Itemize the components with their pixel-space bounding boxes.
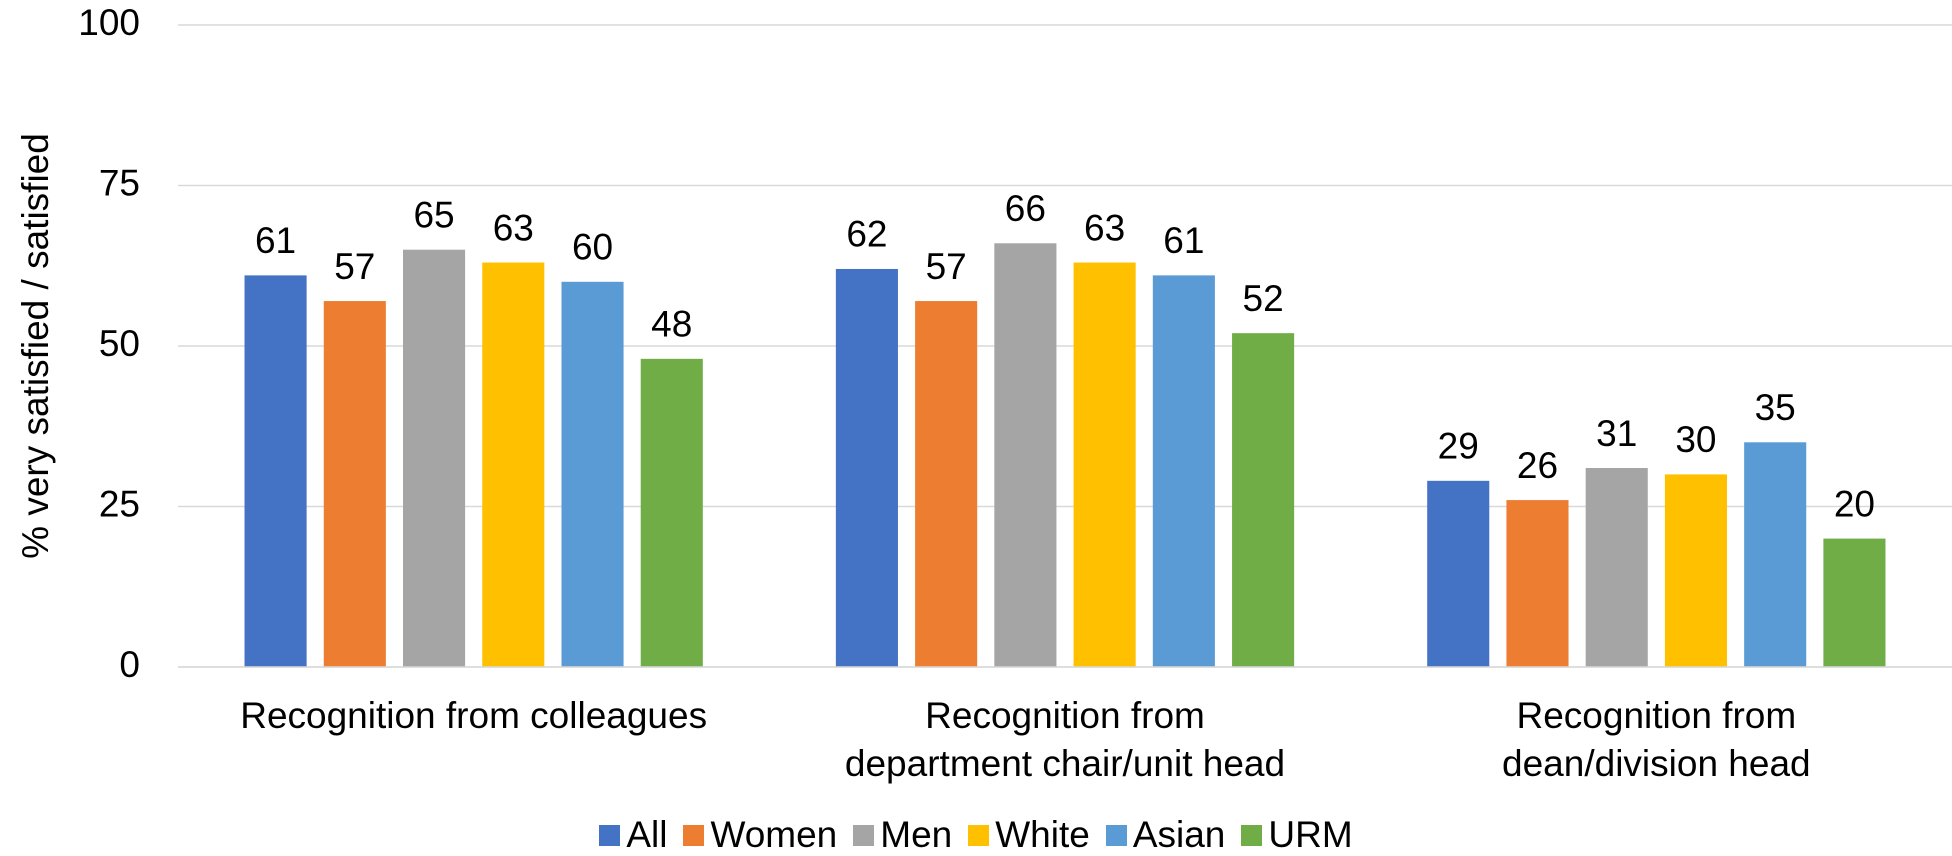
data-label: 31 <box>1596 413 1637 454</box>
bar <box>482 262 545 667</box>
bar <box>1232 333 1295 667</box>
bar <box>323 301 386 667</box>
bar <box>403 249 466 667</box>
data-label: 61 <box>255 220 296 261</box>
y-tick-label: 50 <box>99 323 140 364</box>
bar <box>1664 474 1727 667</box>
legend-swatch <box>968 824 990 846</box>
bar <box>640 358 703 667</box>
data-label: 26 <box>1517 445 1558 486</box>
x-tick-label: Recognition from dean/division head <box>1502 695 1811 784</box>
data-label: 60 <box>572 227 613 268</box>
bar <box>1585 467 1648 667</box>
legend-swatch <box>599 824 621 846</box>
data-label: 30 <box>1675 419 1716 460</box>
legend-label: Women <box>710 814 838 855</box>
data-label: 65 <box>413 194 454 235</box>
y-axis-label: % very satisfied / satisfied <box>15 133 56 559</box>
legend-item: URM <box>1241 814 1353 856</box>
bar <box>1744 442 1807 667</box>
data-label: 57 <box>334 246 375 287</box>
y-tick-label: 100 <box>78 2 140 43</box>
legend-label: URM <box>1268 814 1353 855</box>
x-tick-label: Recognition from colleagues <box>240 695 708 736</box>
data-label: 61 <box>1163 220 1204 261</box>
legend-label: All <box>626 814 668 855</box>
data-label: 66 <box>1005 188 1046 229</box>
bar <box>1823 538 1886 667</box>
legend-item: Women <box>683 814 837 856</box>
data-label: 57 <box>926 246 967 287</box>
data-label: 20 <box>1834 483 1875 524</box>
bar <box>835 268 898 667</box>
x-tick-label: Recognition from department chair/unit h… <box>844 695 1286 784</box>
legend-label: Men <box>880 814 953 855</box>
bar <box>1073 262 1136 667</box>
bar <box>561 281 624 667</box>
legend-swatch <box>1105 824 1127 846</box>
legend-item: Men <box>853 814 952 856</box>
bar <box>1506 500 1569 667</box>
legend-label: White <box>995 814 1090 855</box>
data-label: 35 <box>1755 387 1796 428</box>
data-label: 52 <box>1243 278 1284 319</box>
y-tick-label: 0 <box>119 644 140 685</box>
bar <box>1152 275 1215 667</box>
data-label: 48 <box>651 304 692 345</box>
y-tick-label: 75 <box>99 162 140 203</box>
legend-item: Asian <box>1105 814 1226 856</box>
data-label: 63 <box>1084 207 1125 248</box>
legend: All Women Men White Asian URM <box>0 814 1952 856</box>
data-label: 29 <box>1438 426 1479 467</box>
bar <box>994 243 1057 667</box>
data-label: 62 <box>846 214 887 255</box>
legend-item: White <box>968 814 1090 856</box>
legend-swatch <box>683 824 705 846</box>
bar <box>244 275 307 667</box>
bar <box>1427 480 1490 667</box>
data-label: 63 <box>493 207 534 248</box>
y-tick-label: 25 <box>99 483 140 524</box>
legend-label: Asian <box>1132 814 1226 855</box>
legend-item: All <box>599 814 667 856</box>
bar <box>915 301 978 667</box>
legend-swatch <box>1241 824 1263 846</box>
legend-swatch <box>853 824 875 846</box>
